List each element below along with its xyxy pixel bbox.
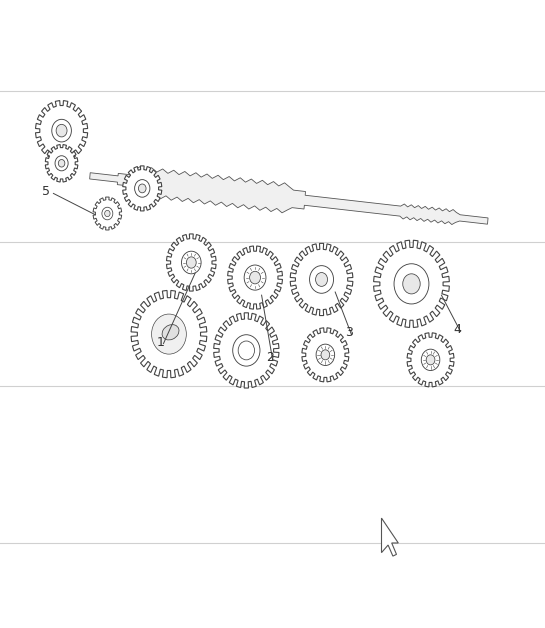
Polygon shape (131, 290, 207, 378)
Text: 4: 4 (454, 323, 462, 336)
Circle shape (186, 257, 196, 268)
Circle shape (316, 273, 328, 286)
Polygon shape (93, 197, 122, 230)
Circle shape (394, 264, 429, 304)
Circle shape (105, 210, 110, 217)
Circle shape (138, 184, 146, 193)
Polygon shape (407, 333, 454, 387)
Circle shape (56, 124, 67, 137)
Circle shape (250, 271, 261, 284)
Polygon shape (45, 144, 78, 182)
Circle shape (161, 325, 177, 344)
Polygon shape (123, 166, 162, 211)
Circle shape (426, 355, 435, 365)
Polygon shape (166, 234, 216, 291)
Polygon shape (35, 100, 88, 161)
Circle shape (421, 349, 440, 371)
Text: 2: 2 (266, 352, 274, 364)
Circle shape (403, 274, 420, 294)
Circle shape (52, 119, 71, 142)
Polygon shape (373, 240, 450, 328)
Circle shape (55, 156, 68, 171)
Text: 5: 5 (43, 185, 50, 198)
Ellipse shape (162, 325, 179, 340)
Circle shape (244, 265, 266, 290)
Circle shape (135, 180, 150, 197)
Circle shape (321, 350, 330, 360)
Polygon shape (228, 246, 282, 309)
Circle shape (316, 344, 335, 365)
Polygon shape (214, 313, 279, 388)
Polygon shape (290, 244, 353, 315)
Polygon shape (302, 328, 349, 382)
Circle shape (238, 341, 255, 360)
Circle shape (181, 251, 201, 274)
Circle shape (233, 335, 260, 366)
Circle shape (240, 343, 253, 358)
Circle shape (310, 266, 334, 293)
Circle shape (102, 207, 113, 220)
Circle shape (153, 315, 185, 353)
Circle shape (58, 160, 65, 167)
Polygon shape (90, 166, 488, 225)
Polygon shape (382, 518, 398, 556)
Text: 1: 1 (157, 336, 165, 349)
Text: 3: 3 (345, 327, 353, 339)
Circle shape (152, 314, 186, 354)
